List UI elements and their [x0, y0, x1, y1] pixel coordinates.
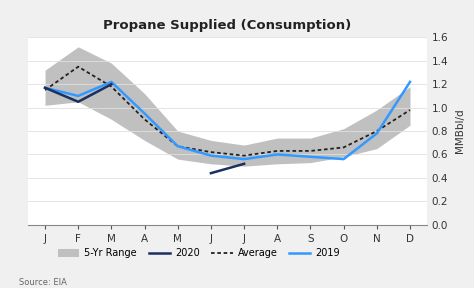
Title: Propane Supplied (Consumption): Propane Supplied (Consumption)	[103, 19, 352, 32]
Legend: 5-Yr Range, 2020, Average, 2019: 5-Yr Range, 2020, Average, 2019	[54, 245, 344, 262]
Text: Source: EIA: Source: EIA	[19, 278, 67, 287]
Y-axis label: MMBbl/d: MMBbl/d	[455, 109, 465, 153]
